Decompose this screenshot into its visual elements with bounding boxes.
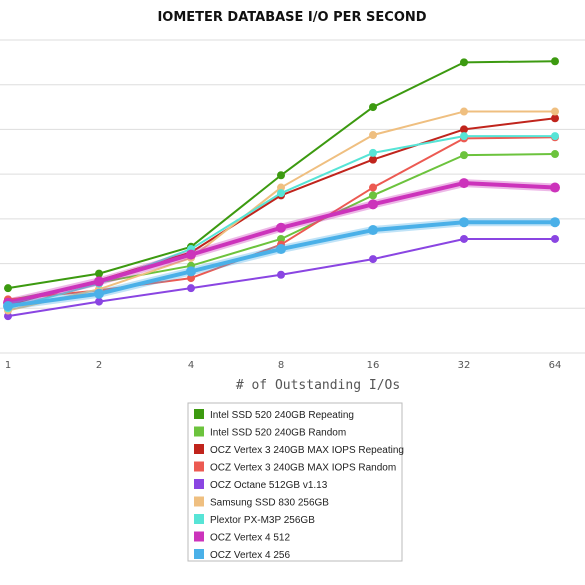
- data-point: [369, 255, 377, 264]
- legend-swatch: [194, 426, 204, 437]
- data-point: [95, 297, 103, 306]
- data-point: [95, 269, 103, 278]
- legend-label: Samsung SSD 830 256GB: [210, 498, 329, 509]
- series-4: [4, 234, 559, 321]
- data-point: [460, 132, 468, 141]
- legend-swatch: [194, 496, 204, 507]
- x-tick-label: 64: [549, 360, 562, 371]
- data-point: [368, 199, 378, 210]
- legend-swatch: [194, 444, 204, 454]
- data-point: [277, 171, 285, 180]
- series-8: [3, 217, 560, 312]
- data-point: [186, 266, 196, 277]
- data-point: [277, 189, 285, 198]
- data-point: [186, 249, 196, 260]
- data-point: [551, 114, 559, 123]
- legend-swatch: [194, 461, 204, 472]
- data-point: [368, 225, 378, 236]
- data-point: [369, 148, 377, 157]
- legend-label: OCZ Vertex 3 240GB MAX IOPS Random: [210, 463, 396, 474]
- data-point: [460, 58, 468, 67]
- series-layer: [3, 57, 560, 321]
- legend-label: OCZ Octane 512GB v1.13: [210, 480, 328, 491]
- legend-label: OCZ Vertex 4 256: [210, 550, 290, 561]
- legend: Intel SSD 520 240GB Repeating Intel SSD 5…: [187, 402, 404, 562]
- data-point: [550, 217, 560, 228]
- data-point: [369, 131, 377, 140]
- data-point: [94, 288, 104, 299]
- legend-swatch: [194, 514, 204, 524]
- data-point: [551, 234, 559, 243]
- grid-lines: [0, 39, 585, 354]
- data-point: [369, 183, 377, 192]
- legend-swatch: [194, 479, 204, 489]
- chart-title: IOMETER DATABASE I/O PER SECOND: [157, 10, 426, 25]
- x-tick-label: 2: [96, 360, 102, 371]
- data-point: [277, 270, 285, 279]
- data-point: [551, 57, 559, 66]
- data-point: [459, 178, 469, 189]
- x-tick-label: 32: [458, 360, 471, 371]
- legend-swatch: [194, 531, 204, 542]
- legend-swatch: [194, 409, 204, 419]
- x-tick-label: 4: [188, 360, 194, 371]
- data-point: [276, 244, 286, 255]
- data-point: [4, 284, 12, 293]
- data-point: [551, 132, 559, 141]
- data-point: [277, 234, 285, 243]
- series-2: [4, 114, 559, 309]
- data-point: [369, 191, 377, 200]
- legend-swatch: [194, 549, 204, 559]
- legend-label: Intel SSD 520 240GB Repeating: [210, 410, 354, 421]
- data-point: [550, 182, 560, 193]
- series-line: [7, 220, 555, 309]
- legend-label: OCZ Vertex 3 240GB MAX IOPS Repeating: [210, 445, 404, 456]
- data-point: [277, 183, 285, 192]
- data-point: [551, 150, 559, 159]
- legend-label: Intel SSD 520 240GB Random: [210, 428, 346, 439]
- legend-box: [187, 402, 403, 562]
- x-tick-label: 8: [278, 360, 284, 371]
- data-point: [460, 234, 468, 243]
- data-point: [369, 103, 377, 112]
- x-tick-label: 1: [5, 360, 11, 371]
- data-point: [187, 274, 195, 283]
- legend-label: Plextor PX-M3P 256GB: [210, 515, 315, 526]
- data-point: [551, 107, 559, 116]
- data-point: [276, 222, 286, 233]
- data-point: [460, 151, 468, 160]
- data-point: [3, 301, 13, 312]
- x-tick-label: 16: [367, 360, 380, 371]
- data-point: [369, 155, 377, 164]
- data-point: [94, 276, 104, 287]
- data-point: [459, 217, 469, 228]
- x-axis-ticks: 1 2 4 8 16 32 64: [5, 360, 562, 371]
- x-axis-label: # of Outstanding I/Os: [236, 378, 400, 393]
- data-point: [4, 312, 12, 321]
- series-0: [4, 57, 559, 293]
- legend-label: OCZ Vertex 4 512: [210, 533, 290, 544]
- data-point: [460, 125, 468, 134]
- data-point: [187, 284, 195, 293]
- data-point: [460, 107, 468, 116]
